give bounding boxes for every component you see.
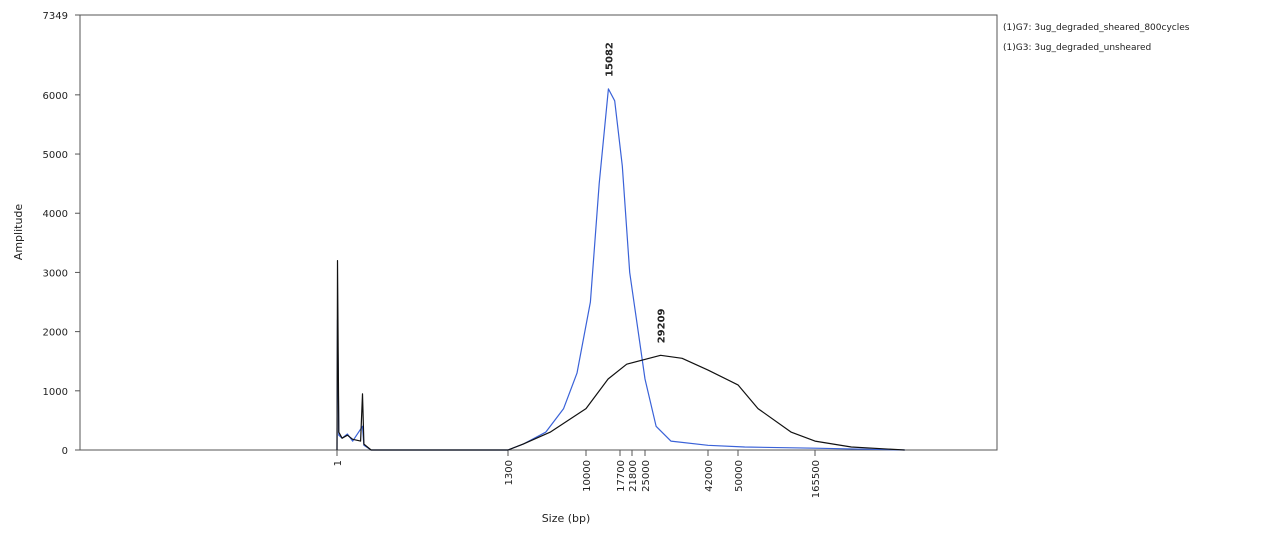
- x-tick-label: 21800: [628, 460, 639, 492]
- y-tick-label: 4000: [43, 209, 68, 220]
- y-axis-label: Amplitude: [12, 204, 25, 261]
- y-tick-label: 3000: [43, 268, 68, 279]
- legend-entry: (1)G7: 3ug_degraded_sheared_800cycles: [1003, 23, 1190, 33]
- x-tick-label: 25000: [641, 460, 652, 492]
- x-tick-label: 1300: [504, 460, 515, 485]
- x-tick-label: 50000: [734, 460, 745, 492]
- y-tick-label: 7349: [43, 11, 68, 22]
- peak-label: 29209: [657, 308, 668, 343]
- y-tick-label: 2000: [43, 328, 68, 339]
- y-tick-label: 5000: [43, 150, 68, 161]
- y-tick-label: 1000: [43, 387, 68, 398]
- plot-frame: [79, 14, 998, 451]
- y-tick-label: 6000: [43, 91, 68, 102]
- trace: [336, 260, 905, 451]
- y-tick-label: 0: [62, 446, 68, 457]
- x-tick-label: 42000: [704, 460, 715, 492]
- peak-label: 15082: [604, 42, 615, 77]
- x-tick-label: 165500: [811, 460, 822, 498]
- x-tick-label: 1: [333, 460, 344, 466]
- x-tick-label: 10000: [582, 460, 593, 492]
- legend-entry: (1)G3: 3ug_degraded_unsheared: [1003, 43, 1151, 53]
- x-axis-label: Size (bp): [542, 512, 591, 525]
- trace: [336, 88, 905, 451]
- x-tick-label: 17700: [616, 460, 627, 492]
